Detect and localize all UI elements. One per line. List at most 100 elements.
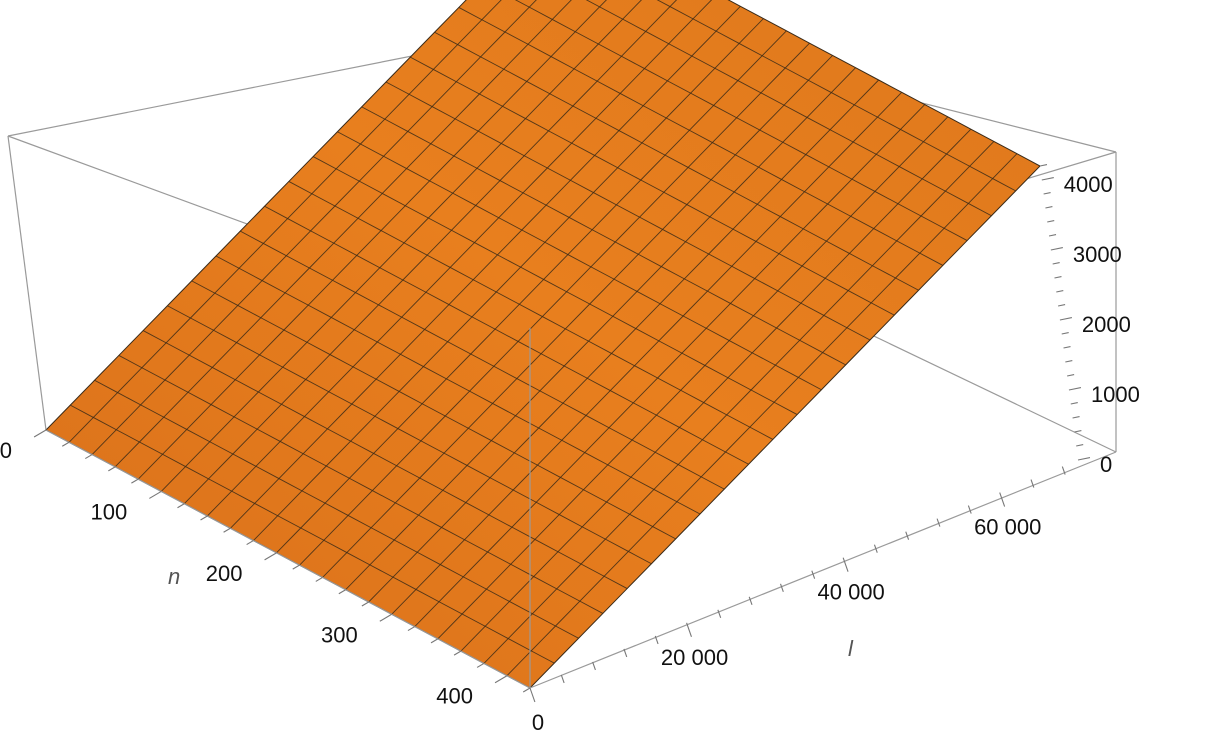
n-tick-label: 400	[436, 684, 473, 709]
l-tick-label: 60 000	[974, 515, 1041, 540]
mesh-line-l	[656, 0, 1016, 192]
mesh-line-n	[183, 0, 678, 505]
n-tick	[246, 540, 254, 546]
n-tick	[108, 466, 116, 472]
n-tick	[131, 478, 139, 484]
n-tick	[453, 650, 462, 656]
l-tick-label: 40 000	[817, 580, 884, 605]
z-tick	[1043, 192, 1051, 195]
l-tick	[1061, 466, 1066, 475]
l-tick	[936, 518, 941, 527]
mesh-line-n	[483, 141, 995, 664]
mesh-line-n	[414, 104, 926, 627]
mesh-line-l	[514, 0, 968, 241]
mesh-line-l	[337, 131, 822, 391]
n-tick	[476, 662, 485, 668]
n-axis-label: n	[168, 564, 180, 589]
n-tick-label: 0	[0, 438, 12, 463]
z-tick-label: 2000	[1082, 312, 1131, 337]
z-tick	[1054, 276, 1062, 279]
l-axis-label: l	[848, 636, 854, 661]
z-tick-label: 4000	[1064, 172, 1113, 197]
n-tick	[379, 613, 392, 622]
l-tick-label: 0	[532, 710, 544, 735]
z-tick	[1061, 332, 1069, 335]
mesh-line-n	[230, 5, 741, 529]
mesh-line-n	[368, 79, 879, 603]
n-tick	[407, 626, 416, 632]
mesh-line-l	[167, 305, 652, 565]
box-edge	[529, 451, 1117, 689]
l-tick	[717, 609, 722, 619]
mesh-line-l	[458, 7, 944, 266]
mesh-line-n	[68, 0, 502, 443]
l-tick	[654, 635, 659, 645]
n-tick	[494, 675, 508, 684]
mesh-line-l	[191, 280, 676, 540]
n-tick-label: 200	[206, 561, 243, 586]
n-tick	[177, 503, 185, 509]
mesh-line-l	[240, 230, 725, 490]
z-tick	[1068, 387, 1082, 391]
l-tick	[873, 544, 878, 553]
l-tick	[592, 661, 596, 671]
axis-ticks	[33, 164, 1091, 703]
n-tick	[315, 576, 323, 582]
l-tick	[967, 505, 972, 514]
l-tick	[811, 570, 816, 579]
mesh-line-n	[460, 128, 972, 652]
l-tick	[560, 674, 565, 684]
z-tick	[1065, 360, 1073, 363]
l-tick	[779, 583, 784, 592]
mesh-line-n	[299, 42, 810, 566]
z-tick	[1048, 234, 1057, 237]
z-tick	[1057, 304, 1066, 307]
z-tick-label: 3000	[1073, 242, 1122, 267]
mesh-line-n	[253, 18, 764, 541]
bounding-box-front	[45, 152, 1117, 689]
mesh-line-n	[114, 0, 572, 468]
l-tick	[529, 687, 536, 703]
n-tick	[61, 441, 70, 447]
z-tick	[1076, 444, 1084, 447]
l-tick	[623, 648, 628, 658]
mesh-line-l	[312, 156, 798, 415]
n-tick	[361, 601, 369, 607]
l-tick	[999, 492, 1006, 507]
n-tick	[223, 527, 231, 533]
mesh-line-l	[410, 56, 895, 316]
l-tick	[1030, 479, 1035, 488]
z-tick	[1039, 164, 1048, 167]
z-tick-label: 0	[1100, 452, 1112, 477]
mesh-line-n	[276, 30, 787, 554]
box-edge	[45, 429, 531, 689]
mesh-line-l	[585, 0, 992, 217]
n-tick	[338, 589, 346, 595]
mesh-line-l	[142, 330, 628, 589]
n-tick	[430, 638, 439, 644]
n-tick-label: 100	[91, 499, 128, 524]
box-edge	[7, 135, 47, 431]
n-tick	[149, 490, 162, 499]
n-tick	[33, 429, 47, 438]
z-tick	[1067, 374, 1075, 377]
mesh-line-l	[385, 81, 871, 341]
mesh-line-l	[94, 379, 579, 639]
n-tick	[85, 454, 93, 460]
mesh-line-n	[160, 0, 642, 492]
z-tick	[1056, 290, 1064, 293]
mesh-line-l	[70, 404, 555, 664]
mesh-line-n	[437, 116, 949, 640]
z-tick	[1047, 220, 1055, 223]
mesh-line-n	[91, 0, 537, 455]
z-tick	[1070, 402, 1078, 405]
z-tick	[1063, 346, 1071, 349]
mesh-line-l	[288, 181, 774, 440]
mesh-line-n	[137, 0, 607, 480]
l-tick	[842, 557, 849, 572]
n-tick	[200, 515, 208, 521]
z-tick	[1050, 247, 1063, 251]
surface	[45, 0, 1041, 689]
mesh-line-n	[391, 91, 903, 615]
